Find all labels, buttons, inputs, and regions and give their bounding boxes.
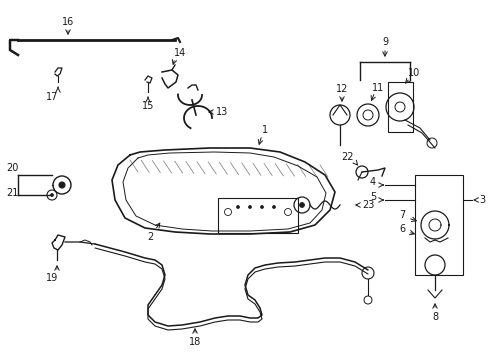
Text: 14: 14 bbox=[174, 48, 186, 58]
Text: 12: 12 bbox=[335, 84, 347, 94]
Circle shape bbox=[299, 202, 304, 207]
Text: 16: 16 bbox=[62, 17, 74, 27]
Text: 18: 18 bbox=[188, 337, 201, 347]
Circle shape bbox=[50, 194, 53, 197]
Bar bbox=[414, 175, 462, 275]
Text: 4: 4 bbox=[369, 177, 375, 187]
Text: 8: 8 bbox=[431, 312, 437, 322]
Text: 13: 13 bbox=[215, 107, 228, 117]
Text: 11: 11 bbox=[371, 83, 384, 93]
Text: 22: 22 bbox=[341, 152, 353, 162]
Text: 17: 17 bbox=[46, 92, 58, 102]
Circle shape bbox=[236, 206, 239, 208]
Text: 10: 10 bbox=[407, 68, 419, 78]
Text: 21: 21 bbox=[6, 188, 18, 198]
Bar bbox=[387, 82, 412, 132]
Circle shape bbox=[260, 206, 263, 208]
Bar bbox=[218, 198, 297, 233]
Text: 15: 15 bbox=[142, 101, 154, 111]
Text: 3: 3 bbox=[478, 195, 484, 205]
Text: 20: 20 bbox=[6, 163, 18, 173]
Text: 23: 23 bbox=[361, 200, 373, 210]
Text: 2: 2 bbox=[146, 232, 153, 242]
Text: 9: 9 bbox=[381, 37, 387, 47]
Text: 1: 1 bbox=[262, 125, 267, 135]
Circle shape bbox=[59, 182, 65, 188]
Text: 7: 7 bbox=[398, 210, 404, 220]
Text: 19: 19 bbox=[46, 273, 58, 283]
Text: 6: 6 bbox=[398, 224, 404, 234]
Text: 5: 5 bbox=[369, 192, 375, 202]
Circle shape bbox=[272, 206, 275, 208]
Circle shape bbox=[248, 206, 251, 208]
